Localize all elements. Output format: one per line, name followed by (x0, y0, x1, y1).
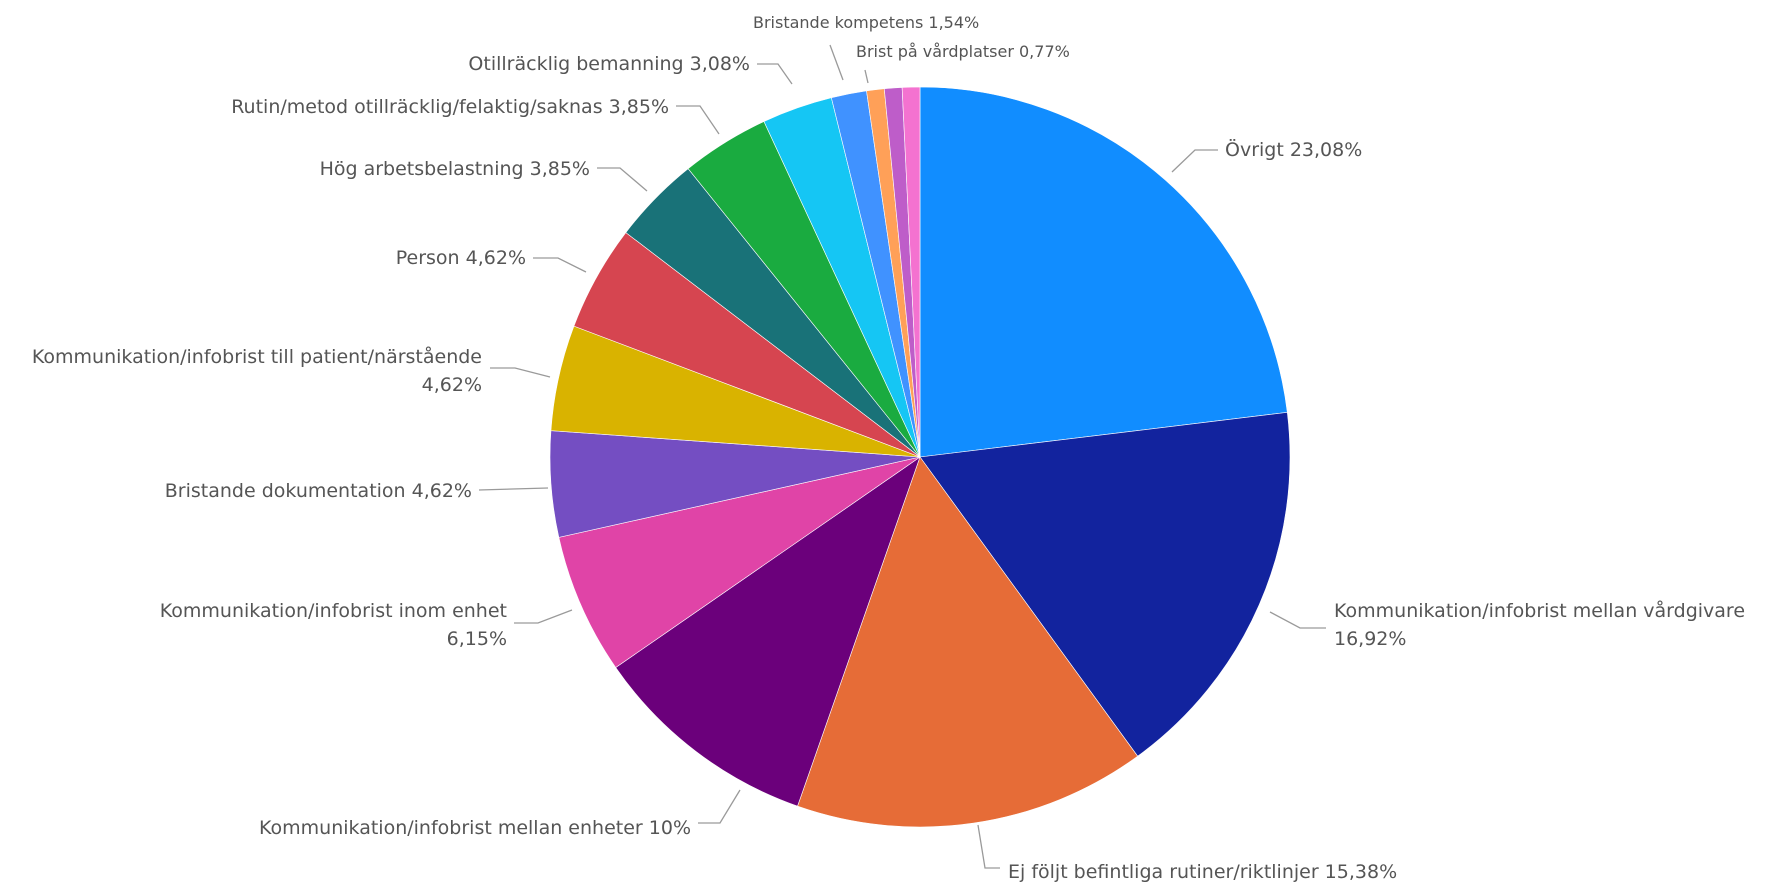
leader-line-12 (829, 44, 844, 81)
data-label-8: Person 4,62% (396, 247, 526, 269)
pie-slice-1[interactable] (919, 86, 1288, 458)
data-label-6: Bristande dokumentation 4,62% (165, 480, 472, 502)
data-label-11: Otillräcklig bemanning 3,08% (468, 53, 750, 75)
pie-slice-2[interactable] (919, 412, 1291, 757)
leader-line-11 (757, 63, 793, 85)
data-label-13: Brist på vårdplatser 0,77% (856, 42, 1070, 61)
data-label-10: Rutin/metod otillräcklig/felaktig/saknas… (231, 96, 669, 118)
pie-slice-15[interactable] (901, 86, 921, 458)
data-label-12: Bristande kompetens 1,54% (753, 13, 979, 32)
leader-line-7 (490, 367, 551, 378)
leader-line-3 (977, 824, 1000, 869)
data-label-4: Kommunikation/infobrist mellan enheter 1… (259, 817, 691, 839)
leader-line-8 (533, 257, 587, 273)
data-label-2: Kommunikation/infobrist mellan vårdgivar… (1334, 599, 1745, 650)
pie-slice-4[interactable] (615, 456, 921, 807)
pie-slice-3[interactable] (797, 456, 1139, 828)
leader-line-6 (478, 487, 549, 491)
leader-line-10 (676, 105, 720, 135)
data-label-5: Kommunikation/infobrist inom enhet 6,15% (160, 600, 507, 650)
leader-line-9 (597, 167, 648, 192)
data-label-3: Ej följt befintliga rutiner/riktlinjer 1… (1008, 861, 1397, 883)
leader-line-4 (698, 789, 741, 824)
data-label-1: Övrigt 23,08% (1225, 138, 1362, 161)
pie-slice-5[interactable] (558, 456, 921, 668)
leader-line-13 (864, 69, 869, 84)
data-label-9: Hög arbetsbelastning 3,85% (320, 158, 590, 180)
leader-line-1 (1171, 149, 1218, 173)
leader-line-2 (1269, 611, 1326, 629)
data-label-7: Kommunikation/infobrist till patient/när… (32, 345, 482, 396)
leader-line-5 (514, 609, 573, 624)
